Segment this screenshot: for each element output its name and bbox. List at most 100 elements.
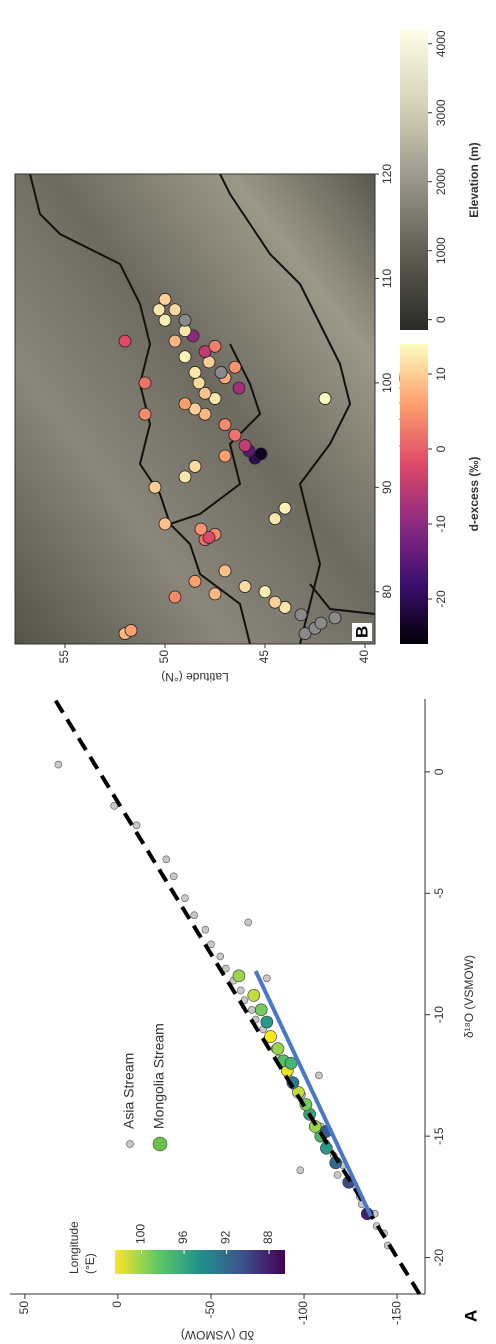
colorbar-title: Longitude bbox=[67, 1221, 81, 1274]
sample-point bbox=[159, 293, 171, 305]
sample-point bbox=[239, 440, 251, 452]
figure: -20-15-10-50-150-100-50050δ¹⁸O (VSMOW)δD… bbox=[0, 0, 496, 1344]
y-tick-label: -150 bbox=[389, 1301, 403, 1325]
stream-point bbox=[217, 953, 224, 960]
sample-point bbox=[189, 460, 201, 472]
colorbar-tick-label: 96 bbox=[176, 1230, 190, 1244]
stream-point bbox=[202, 926, 209, 933]
sample-point bbox=[329, 612, 341, 624]
stream-point bbox=[255, 1004, 267, 1016]
y-tick-label: 40 bbox=[357, 650, 371, 664]
sample-point bbox=[189, 575, 201, 587]
stream-point bbox=[55, 761, 62, 768]
y-tick-label: 50 bbox=[157, 650, 171, 664]
colorbar-title: Elevation (m) bbox=[467, 142, 481, 217]
stream-point bbox=[248, 989, 260, 1001]
stream-point bbox=[248, 1006, 255, 1013]
sample-point bbox=[195, 523, 207, 535]
sample-point bbox=[279, 502, 291, 514]
colorbar-tick-label: 100 bbox=[134, 1224, 148, 1244]
stream-point bbox=[334, 1172, 341, 1179]
sample-point bbox=[295, 609, 307, 621]
sample-point bbox=[149, 481, 161, 493]
stream-point bbox=[272, 1043, 284, 1055]
colorbar-tick-label: 2000 bbox=[434, 168, 448, 195]
sample-point bbox=[139, 377, 151, 389]
sample-point bbox=[209, 340, 221, 352]
sample-point bbox=[179, 351, 191, 363]
x-tick-label: 110 bbox=[380, 269, 394, 288]
sample-point bbox=[125, 624, 137, 636]
stream-point bbox=[245, 919, 252, 926]
sample-point bbox=[159, 518, 171, 530]
panel-label: A bbox=[461, 1310, 480, 1322]
colorbar-tick-label: 1000 bbox=[434, 237, 448, 264]
sample-point bbox=[229, 361, 241, 373]
sample-point bbox=[159, 314, 171, 326]
sample-point bbox=[179, 398, 191, 410]
stream-point bbox=[170, 873, 177, 880]
y-tick-label: -50 bbox=[203, 1301, 217, 1319]
y-axis-title: Latitude (°N) bbox=[161, 670, 229, 684]
colorbar-tick-label: 88 bbox=[261, 1230, 275, 1244]
x-tick-label: 100 bbox=[380, 373, 394, 393]
sample-point bbox=[239, 581, 251, 593]
sample-point bbox=[219, 419, 231, 431]
sample-point bbox=[169, 591, 181, 603]
sample-point bbox=[319, 393, 331, 405]
sample-point bbox=[219, 450, 231, 462]
sample-point bbox=[119, 335, 131, 347]
colorbar-title: d-excess (‰) bbox=[467, 457, 481, 532]
sample-point bbox=[199, 387, 211, 399]
sample-point bbox=[315, 617, 327, 629]
x-axis-title: δ¹⁸O (VSMOW) bbox=[462, 955, 476, 1038]
figure-wrapper: -20-15-10-50-150-100-50050δ¹⁸O (VSMOW)δD… bbox=[0, 0, 496, 1344]
x-tick-label: -20 bbox=[432, 1249, 446, 1267]
y-tick-label: 50 bbox=[17, 1301, 31, 1315]
sample-point bbox=[233, 382, 245, 394]
sample-point bbox=[269, 596, 281, 608]
colorbar-tick-label: -10 bbox=[434, 515, 448, 533]
x-tick-label: 120 bbox=[380, 164, 394, 184]
sample-point bbox=[189, 366, 201, 378]
stream-point bbox=[191, 912, 198, 919]
sample-point bbox=[259, 586, 271, 598]
sample-point bbox=[169, 335, 181, 347]
colorbar bbox=[400, 344, 428, 644]
stream-point bbox=[263, 975, 270, 982]
stream-point bbox=[315, 1072, 322, 1079]
legend-marker bbox=[153, 1137, 167, 1151]
stream-point bbox=[133, 822, 140, 829]
sample-point bbox=[179, 314, 191, 326]
colorbar-tick-label: 10 bbox=[434, 367, 448, 381]
y-tick-label: 0 bbox=[110, 1301, 124, 1308]
fit-line bbox=[256, 971, 371, 1216]
panel-label: B bbox=[352, 626, 371, 638]
x-tick-label: -10 bbox=[432, 1006, 446, 1024]
colorbar-title: (°E) bbox=[83, 1253, 97, 1274]
legend-marker bbox=[127, 1141, 134, 1148]
sample-point bbox=[219, 565, 231, 577]
colorbar-tick-label: 4000 bbox=[434, 30, 448, 57]
legend-label: Mongolia Stream bbox=[151, 1023, 167, 1129]
sample-point bbox=[209, 588, 221, 600]
sample-point bbox=[215, 366, 227, 378]
colorbar-tick-label: 92 bbox=[219, 1230, 233, 1244]
stream-point bbox=[233, 970, 245, 982]
colorbar bbox=[400, 30, 428, 330]
x-tick-label: 80 bbox=[380, 585, 394, 599]
stream-point bbox=[163, 856, 170, 863]
x-tick-label: -15 bbox=[432, 1127, 446, 1145]
sample-point bbox=[229, 429, 241, 441]
x-tick-label: 90 bbox=[380, 480, 394, 494]
sample-point bbox=[153, 304, 165, 316]
colorbar-tick-label: 3000 bbox=[434, 99, 448, 126]
sample-point bbox=[139, 408, 151, 420]
y-tick-label: -100 bbox=[296, 1301, 310, 1325]
colorbar-tick-label: 0 bbox=[434, 445, 448, 452]
colorbar-tick-label: 0 bbox=[434, 316, 448, 323]
stream-point bbox=[181, 895, 188, 902]
x-tick-label: -5 bbox=[432, 888, 446, 899]
y-axis-title: δD (VSMOW) bbox=[181, 1328, 254, 1342]
sample-point bbox=[255, 448, 267, 460]
